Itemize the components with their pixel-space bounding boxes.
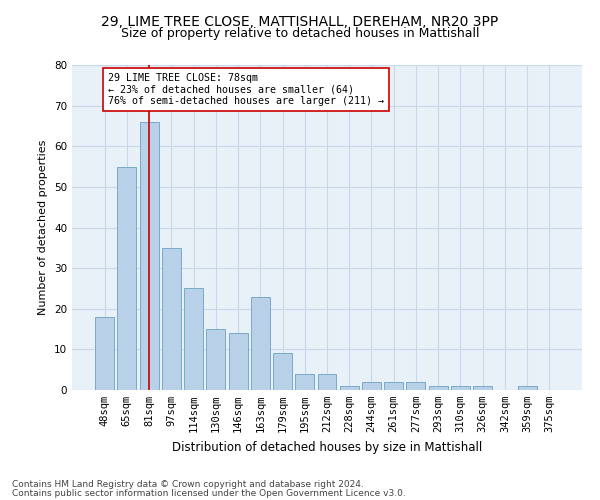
Bar: [95, 317, 114, 390]
Text: 29 LIME TREE CLOSE: 78sqm
← 23% of detached houses are smaller (64)
76% of semi-: 29 LIME TREE CLOSE: 78sqm ← 23% of detac…: [108, 73, 384, 106]
Bar: [518, 386, 536, 390]
Bar: [251, 296, 270, 390]
Bar: [273, 354, 292, 390]
Bar: [140, 122, 158, 390]
Bar: [384, 382, 403, 390]
Bar: [362, 382, 381, 390]
Bar: [317, 374, 337, 390]
Text: 29, LIME TREE CLOSE, MATTISHALL, DEREHAM, NR20 3PP: 29, LIME TREE CLOSE, MATTISHALL, DEREHAM…: [101, 15, 499, 29]
Bar: [340, 386, 359, 390]
Bar: [118, 166, 136, 390]
Text: Contains public sector information licensed under the Open Government Licence v3: Contains public sector information licen…: [12, 489, 406, 498]
X-axis label: Distribution of detached houses by size in Mattishall: Distribution of detached houses by size …: [172, 440, 482, 454]
Bar: [229, 333, 248, 390]
Bar: [429, 386, 448, 390]
Bar: [162, 248, 181, 390]
Bar: [184, 288, 203, 390]
Bar: [451, 386, 470, 390]
Y-axis label: Number of detached properties: Number of detached properties: [38, 140, 49, 315]
Bar: [473, 386, 492, 390]
Bar: [295, 374, 314, 390]
Bar: [206, 329, 225, 390]
Text: Size of property relative to detached houses in Mattishall: Size of property relative to detached ho…: [121, 28, 479, 40]
Bar: [406, 382, 425, 390]
Text: Contains HM Land Registry data © Crown copyright and database right 2024.: Contains HM Land Registry data © Crown c…: [12, 480, 364, 489]
